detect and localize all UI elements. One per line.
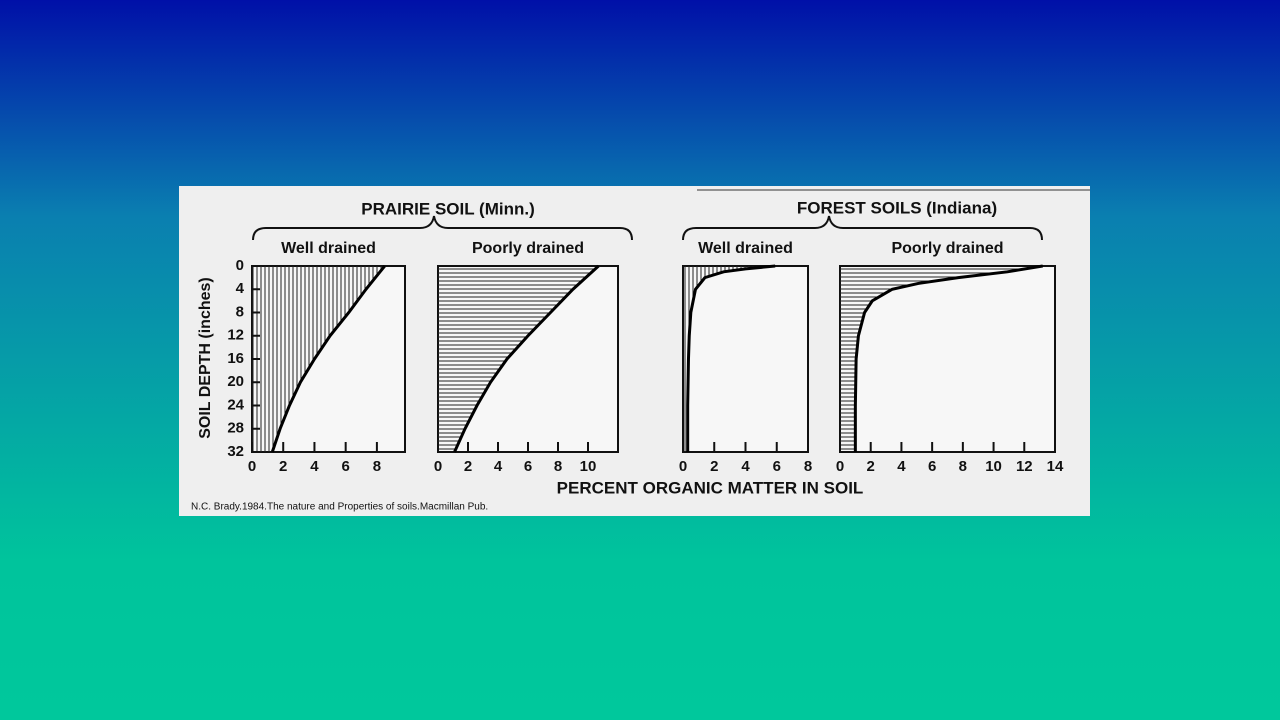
profile-line: [853, 264, 1043, 452]
caption: N.C. Brady.1984.The nature and Propertie…: [191, 502, 488, 513]
x-tick-label: 6: [524, 458, 532, 475]
y-axis-label: SOIL DEPTH (inches): [197, 277, 214, 439]
x-tick-label: 4: [494, 458, 503, 475]
x-tick-label: 0: [434, 458, 442, 475]
panel-title: Poorly drained: [891, 240, 1003, 257]
x-tick-label: 0: [248, 458, 256, 475]
profile-line: [270, 265, 386, 453]
x-tick-label: 0: [836, 458, 844, 475]
plot-frame: [682, 265, 809, 453]
y-tick-label: 8: [236, 303, 244, 320]
x-tick-label: 12: [1016, 458, 1033, 475]
x-tick-label: 2: [710, 458, 718, 475]
x-tick-label: 2: [279, 458, 287, 475]
panel-title: Well drained: [281, 240, 376, 257]
hatched-area: [683, 266, 776, 452]
x-tick-label: 8: [373, 458, 381, 475]
x-tick-label: 10: [985, 458, 1002, 475]
y-tick-label: 4: [236, 280, 245, 297]
x-tick-label: 8: [959, 458, 967, 475]
x-tick-label: 0: [679, 458, 687, 475]
x-tick-label: 8: [554, 458, 562, 475]
x-tick-label: 4: [897, 458, 906, 475]
x-tick-label: 10: [580, 458, 597, 475]
y-tick-label: 24: [227, 396, 244, 413]
y-tick-label: 16: [227, 350, 244, 367]
group-title: PRAIRIE SOIL (Minn.): [361, 199, 534, 218]
x-axis-label: PERCENT ORGANIC MATTER IN SOIL: [557, 478, 864, 497]
group-brace: [252, 215, 633, 241]
profile-line: [686, 264, 776, 452]
x-tick-label: 6: [773, 458, 781, 475]
profile-line: [453, 264, 600, 453]
x-tick-label: 4: [310, 458, 319, 475]
group-title: FOREST SOILS (Indiana): [797, 198, 997, 217]
y-tick-label: 0: [236, 257, 244, 274]
y-tick-label: 12: [227, 327, 244, 344]
x-tick-label: 6: [342, 458, 350, 475]
x-tick-label: 2: [867, 458, 875, 475]
hatched-area: [840, 266, 1043, 452]
y-tick-label: 20: [227, 373, 244, 390]
hatched-area: [438, 266, 599, 452]
panel-title: Poorly drained: [472, 240, 584, 257]
x-tick-label: 14: [1047, 458, 1064, 475]
y-tick-label: 32: [227, 443, 244, 460]
x-tick-label: 6: [928, 458, 936, 475]
x-tick-label: 4: [741, 458, 750, 475]
x-tick-label: 8: [804, 458, 812, 475]
x-tick-label: 2: [464, 458, 472, 475]
group-brace: [682, 215, 1043, 241]
y-tick-label: 28: [227, 420, 244, 437]
panel-title: Well drained: [698, 240, 793, 257]
hatched-area: [252, 266, 385, 452]
